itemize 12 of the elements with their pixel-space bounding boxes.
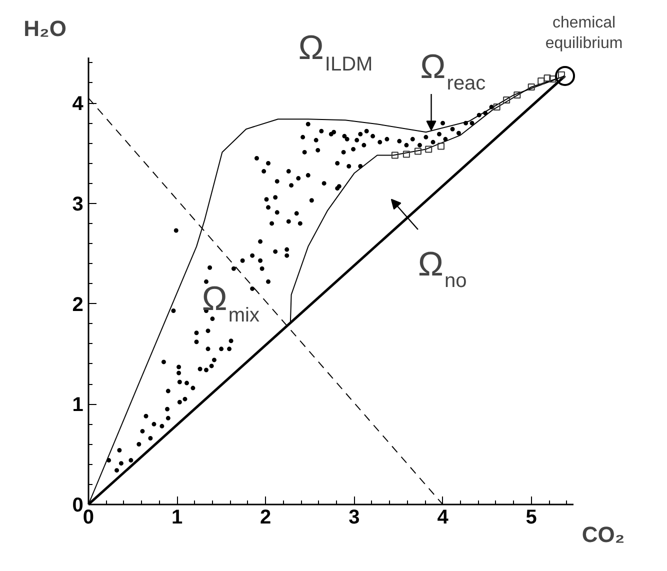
y-tick-label: 4 [72, 93, 84, 116]
x-tick-label: 2 [260, 506, 272, 528]
y-axis-title: H₂O [24, 16, 66, 41]
x-tick-label: 4 [437, 506, 450, 528]
x-tick-label: 5 [526, 506, 537, 528]
y-tick-label: 2 [72, 294, 84, 316]
annotation: chemical equilibrium [545, 14, 623, 52]
y-tick-label: 3 [72, 193, 84, 216]
x-axis-title: CO₂ [582, 522, 625, 547]
x-tick-label: 1 [171, 506, 183, 528]
y-tick-label: 1 [72, 394, 84, 416]
x-tick-label: 3 [348, 506, 360, 528]
